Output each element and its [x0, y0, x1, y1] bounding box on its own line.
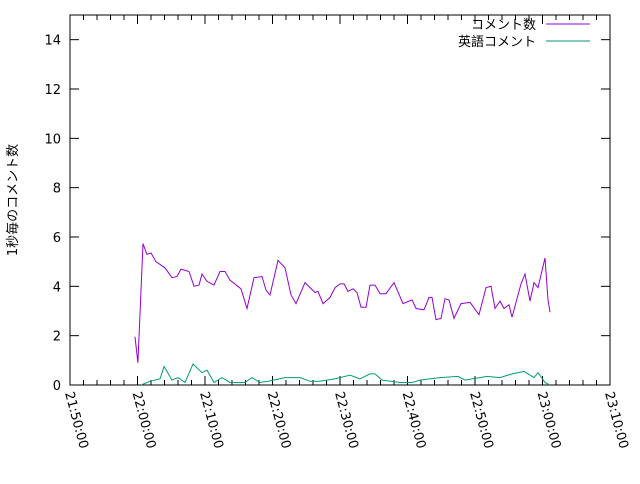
- y-tick-label: 10: [44, 132, 61, 147]
- series-lines: [134, 243, 551, 386]
- y-axis-label: 1秒毎のコメント数: [5, 144, 21, 256]
- y-tick-label: 2: [53, 330, 61, 345]
- x-tick-label: 23:10:00: [601, 390, 631, 450]
- series-line-0: [134, 243, 551, 363]
- y-tick-label: 6: [53, 231, 61, 246]
- y-tick-label: 8: [53, 182, 61, 197]
- plot-border: [69, 14, 611, 386]
- x-tick-label: 23:00:00: [534, 390, 564, 450]
- x-tick-label: 22:30:00: [331, 390, 361, 450]
- axes: 0 2 4 6 8 10 12 14 21:50:00 22:00:00 22:10:00 22:20…: [44, 14, 631, 450]
- x-tick-label: 22:00:00: [129, 390, 159, 450]
- y-tick-label: 0: [53, 379, 61, 394]
- legend-label: コメント数: [471, 18, 536, 33]
- x-tick-label: 22:40:00: [399, 390, 429, 450]
- y-tick-label: 14: [44, 34, 61, 49]
- x-tick-label: 22:50:00: [466, 390, 496, 450]
- legend-label: 英語コメント: [458, 34, 536, 50]
- x-tick-label: 22:10:00: [196, 390, 226, 450]
- series-line-1: [140, 363, 551, 386]
- y-tick-label: 4: [53, 280, 61, 295]
- x-tick-label: 22:20:00: [264, 390, 294, 450]
- y-tick-label: 12: [44, 83, 61, 98]
- x-tick-label: 21:50:00: [61, 390, 91, 450]
